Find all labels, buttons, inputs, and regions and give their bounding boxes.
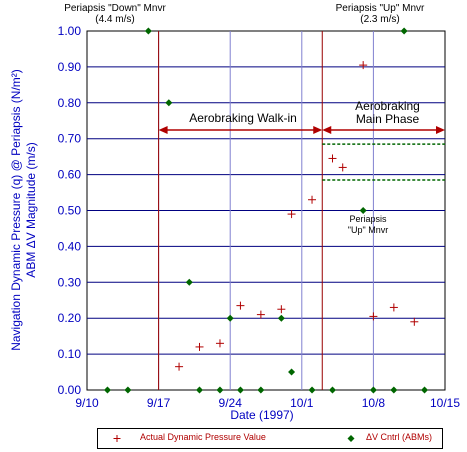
dv-point [103, 386, 111, 394]
y-tick-label: 0.60 [58, 168, 82, 182]
y-axis-label-2: ABM ΔV Magnitude (m/s) [24, 142, 38, 277]
dv-point [359, 207, 367, 214]
dv-point [124, 386, 132, 394]
dv-point [390, 386, 398, 394]
pressure-point [175, 362, 184, 371]
down-mnvr-title: Periapsis "Down" Mnvr [64, 3, 166, 14]
dv-point [328, 386, 336, 394]
x-tick-label: 9/17 [147, 396, 171, 410]
main-phase-arrow [322, 126, 445, 134]
dv-point [185, 278, 193, 286]
dv-point [288, 368, 296, 376]
y-tick-label: 0.00 [58, 383, 82, 397]
phase-arrows [158, 126, 445, 134]
pressure-point [389, 303, 398, 312]
legend-dv-label: ΔV Cntrl (ABMs) [366, 432, 433, 442]
arrow-head-right [313, 126, 323, 134]
pressure-point [277, 305, 286, 314]
dv-series [103, 27, 429, 394]
data-series [103, 27, 429, 394]
y-tick-label: 1.00 [58, 24, 82, 38]
dv-point [277, 314, 285, 322]
pressure-point [410, 317, 419, 326]
pressure-series [175, 61, 419, 371]
x-tick-label: 10/8 [362, 396, 386, 410]
y-tick-label: 0.80 [58, 96, 82, 110]
x-tick-label: 9/24 [219, 396, 243, 410]
y-tick-labels: 0.00 0.10 0.20 0.30 0.40 0.50 0.60 0.70 0.80 0.90… [58, 24, 82, 397]
y-tick-label: 0.90 [58, 60, 82, 74]
y-tick-label: 0.70 [58, 132, 82, 146]
x-tick-label: 9/10 [75, 396, 99, 410]
main-phase-label-2: Main Phase [355, 112, 420, 126]
down-mnvr-dv: (4.4 m/s) [95, 14, 135, 25]
dv-point [216, 386, 224, 394]
arrow-head-left [158, 126, 168, 134]
arrow-head-left [322, 126, 332, 134]
x-tick-label: 10/15 [430, 396, 460, 410]
dv-point [165, 99, 173, 107]
legend-pressure-label: Actual Dynamic Pressure Value [140, 432, 266, 442]
dv-point [144, 27, 152, 35]
pressure-point [195, 342, 204, 351]
x-tick-label: 10/1 [290, 396, 314, 410]
green-dashed-lines [322, 143, 445, 181]
legend-plus-marker [113, 435, 121, 442]
pressure-point [308, 195, 317, 204]
y-tick-label: 0.50 [58, 204, 82, 218]
y-tick-label: 0.40 [58, 239, 82, 253]
up-mnvr-label-1: Periapsis [349, 214, 387, 224]
dv-point [421, 386, 429, 394]
x-tick-labels: 9/10 9/17 9/24 10/1 10/8 10/15 [75, 396, 460, 410]
main-phase-label-1: Aerobraking [355, 99, 420, 113]
legend-diamond-marker [347, 435, 355, 442]
vertical-markers [158, 31, 323, 390]
pressure-point [256, 310, 265, 319]
up-mnvr-title: Periapsis "Up" Mnvr [335, 3, 425, 14]
x-axis-label: Date (1997) [230, 408, 293, 422]
y-tick-label: 0.20 [58, 311, 82, 325]
pressure-point [236, 301, 245, 310]
dv-point [236, 386, 244, 394]
y-tick-label: 0.30 [58, 275, 82, 289]
dv-point [400, 27, 408, 35]
pressure-point [287, 210, 296, 219]
pressure-point [369, 312, 378, 321]
up-mnvr-label-2: "Up" Mnvr [347, 225, 389, 235]
up-mnvr-dv: (2.3 m/s) [360, 14, 400, 25]
y-axis-label: Navigation Dynamic Pressure (q) @ Periap… [9, 69, 23, 351]
pressure-point [338, 163, 347, 172]
dv-point [226, 314, 234, 322]
horizontal-gridlines [87, 66, 445, 355]
dv-point [257, 386, 265, 394]
walk-in-arrow [158, 126, 323, 134]
pressure-point [359, 61, 368, 70]
legend: Actual Dynamic Pressure Value ΔV Cntrl (… [97, 428, 443, 449]
pressure-point [328, 154, 337, 163]
pressure-point [215, 339, 224, 348]
y-tick-label: 0.10 [58, 347, 82, 361]
dv-point [196, 386, 204, 394]
dv-point [308, 386, 316, 394]
walk-in-label: Aerobraking Walk-in [189, 111, 297, 125]
arrow-head-right [436, 126, 445, 134]
dv-point [369, 386, 377, 394]
